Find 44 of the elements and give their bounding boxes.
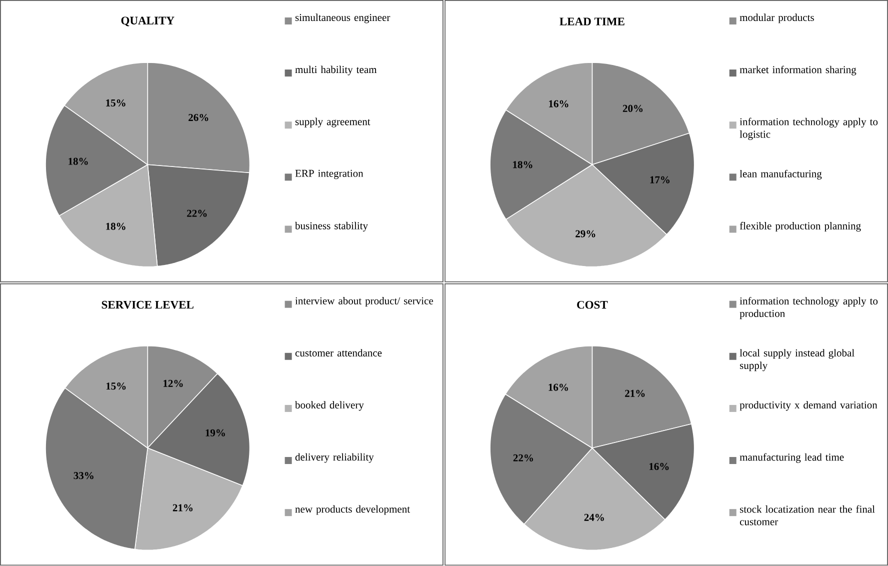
data-label: 24% (584, 514, 604, 522)
data-label: 15% (106, 382, 126, 390)
legend-label: multi hability team (295, 66, 377, 76)
legend-label: local supply instead global supply (740, 349, 854, 372)
data-label: 16% (549, 100, 568, 108)
legend-label: customer attendance (295, 349, 382, 357)
data-label: 29% (576, 230, 596, 238)
legend-label: delivery reliability (295, 453, 374, 463)
chart-title: QUALITY (121, 16, 174, 26)
data-label: 22% (187, 210, 207, 218)
legend-label: simultaneous engineer (295, 14, 390, 24)
data-label: 17% (650, 176, 670, 184)
text: LEAD TIME (560, 18, 624, 26)
data-label: 33% (74, 472, 94, 480)
legend-label: flexible production planning (740, 222, 861, 232)
legend-label: ERP integration (295, 170, 364, 180)
legend-label: modular products (740, 14, 814, 24)
legend-label: booked delivery (295, 401, 364, 411)
data-label: 20% (622, 105, 643, 112)
data-label: 18% (513, 161, 532, 168)
data-label: 18% (68, 158, 88, 166)
data-label: 16% (649, 463, 669, 470)
text: SERVICE LEVEL (102, 301, 194, 309)
data-label: 12% (164, 380, 183, 388)
data-label: 21% (625, 390, 645, 398)
data-label: 15% (106, 100, 126, 107)
data-label: 18% (106, 223, 126, 230)
text: COST (577, 301, 608, 309)
legend-label: manufacturing lead time (740, 453, 844, 464)
legend-label: interview about product/ service (295, 297, 434, 307)
data-label: 21% (172, 504, 193, 512)
legend-label: new products development (295, 505, 410, 516)
data-label: 19% (206, 429, 225, 437)
legend-label: business stability (295, 222, 368, 232)
legend-label: information technology apply to logistic (740, 118, 878, 140)
legend-label: stock locatization near the final customer (740, 505, 875, 526)
legend-label: productivity x demand variation (740, 401, 878, 411)
data-label: 16% (548, 384, 568, 392)
legend-label: supply agreement (295, 118, 370, 128)
data-label: 22% (513, 454, 533, 462)
legend-label: information technology apply to production (740, 297, 878, 320)
legend-label: market information sharing (740, 66, 856, 76)
legend-label: lean manufacturing (740, 170, 822, 180)
data-label: 26% (188, 114, 208, 122)
